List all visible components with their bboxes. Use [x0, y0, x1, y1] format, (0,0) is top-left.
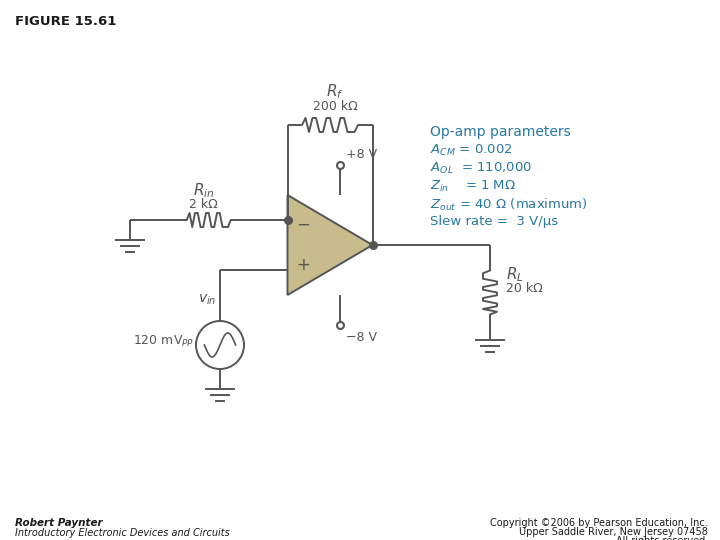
Text: All rights reserved.: All rights reserved.: [616, 536, 708, 540]
Text: Upper Saddle River, New Jersey 07458: Upper Saddle River, New Jersey 07458: [519, 527, 708, 537]
Text: +8 V: +8 V: [346, 148, 377, 161]
Text: $Z_{in}$    = 1 MΩ: $Z_{in}$ = 1 MΩ: [430, 179, 516, 194]
Text: 120 mV$_{PP}$: 120 mV$_{PP}$: [132, 333, 194, 348]
Text: −: −: [297, 216, 310, 234]
Text: +: +: [297, 256, 310, 274]
Text: 200 kΩ: 200 kΩ: [312, 100, 357, 113]
Text: −8 V: −8 V: [346, 331, 377, 344]
Text: Op-amp parameters: Op-amp parameters: [430, 125, 571, 139]
Text: $R_L$: $R_L$: [506, 265, 524, 284]
Text: $A_{OL}$  = 110,000: $A_{OL}$ = 110,000: [430, 161, 532, 176]
Text: $Z_{out}$ = 40 Ω (maximum): $Z_{out}$ = 40 Ω (maximum): [430, 197, 588, 213]
Text: FIGURE 15.61: FIGURE 15.61: [15, 15, 117, 28]
Text: $R_{in}$: $R_{in}$: [193, 181, 215, 200]
Text: 20 kΩ: 20 kΩ: [506, 282, 543, 295]
Text: $v_{in}$: $v_{in}$: [197, 293, 216, 307]
Text: 2 kΩ: 2 kΩ: [189, 198, 218, 211]
Text: $R_f$: $R_f$: [326, 82, 344, 101]
Text: Slew rate =  3 V/μs: Slew rate = 3 V/μs: [430, 215, 558, 228]
Polygon shape: [287, 195, 372, 295]
Text: $A_{CM}$ = 0.002: $A_{CM}$ = 0.002: [430, 143, 513, 158]
Text: Copyright ©2006 by Pearson Education, Inc.: Copyright ©2006 by Pearson Education, In…: [490, 518, 708, 528]
Text: Introductory Electronic Devices and Circuits: Introductory Electronic Devices and Circ…: [15, 528, 230, 538]
Text: Robert Paynter: Robert Paynter: [15, 518, 103, 528]
